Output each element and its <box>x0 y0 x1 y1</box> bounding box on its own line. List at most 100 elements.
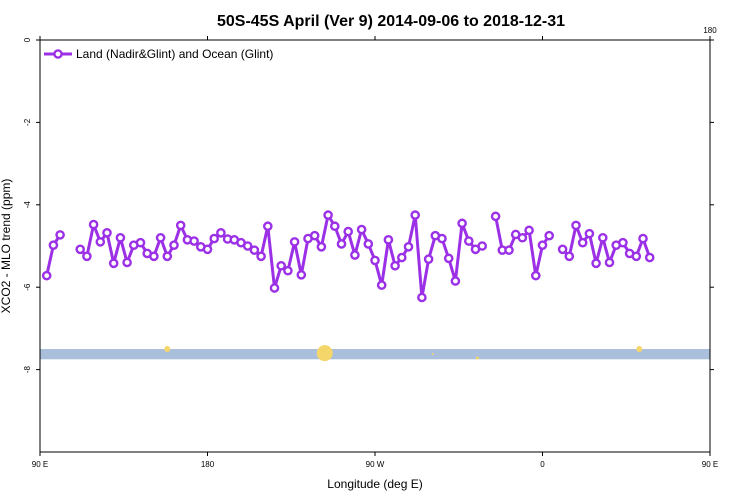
data-point <box>443 253 454 264</box>
data-point <box>477 241 488 251</box>
data-point <box>490 211 501 222</box>
legend: Land (Nadir&Glint) and Ocean (Glint) <box>44 47 273 61</box>
data-point <box>631 251 642 262</box>
data-point <box>410 210 421 220</box>
data-point <box>323 210 333 220</box>
data-point <box>504 245 514 255</box>
band-marker <box>636 346 643 352</box>
data-point <box>88 219 99 230</box>
data-point <box>216 228 226 238</box>
x-tick-label: 180 <box>201 460 215 469</box>
y-axis-label: XCO2 - MLO trend (ppm) <box>0 179 13 314</box>
band-marker <box>316 345 333 362</box>
data-point <box>383 235 394 245</box>
data-point <box>571 220 581 231</box>
data-point <box>644 252 655 263</box>
band-marker <box>475 356 479 360</box>
data-point <box>122 257 132 268</box>
data-point <box>557 244 568 255</box>
band-marker <box>431 352 434 355</box>
y-tick-label: -6 <box>23 283 32 291</box>
data-point <box>396 252 407 263</box>
coverage-band <box>40 349 710 360</box>
data-point <box>457 218 467 229</box>
data-point <box>262 221 273 232</box>
y-tick-label: -2 <box>23 118 32 126</box>
x-tick-label: 0 <box>540 460 545 469</box>
plot-area <box>40 210 710 362</box>
y-tick-label: -4 <box>23 201 32 209</box>
data-point <box>249 245 260 255</box>
data-point <box>417 292 427 303</box>
data-point <box>343 226 354 237</box>
data-point <box>209 233 219 244</box>
data-point <box>598 232 608 243</box>
data-point <box>390 260 400 271</box>
data-point <box>363 239 374 249</box>
data-point <box>531 270 541 281</box>
x-axis: 90 E 180 90 W 0 90 E 180 <box>32 26 718 469</box>
data-point <box>175 220 186 231</box>
data-point <box>155 232 166 243</box>
data-point <box>269 283 280 293</box>
data-point <box>356 224 367 235</box>
y-tick-label: -8 <box>23 365 32 373</box>
data-point <box>524 225 534 236</box>
data-point <box>537 240 548 250</box>
x-tick-label: 90 E <box>32 460 48 469</box>
data-point <box>169 240 179 250</box>
data-point <box>350 250 360 260</box>
band-marker <box>164 346 171 352</box>
data-point <box>289 237 300 247</box>
data-point <box>48 240 59 250</box>
x-tick-label: 90 E <box>702 460 718 469</box>
data-point <box>256 251 266 262</box>
data-point <box>55 230 65 240</box>
data-point <box>135 237 146 248</box>
y-tick-label: 0 <box>23 37 32 42</box>
data-point <box>336 239 347 249</box>
legend-label: Land (Nadir&Glint) and Ocean (Glint) <box>76 47 273 61</box>
x-tick-label: 90 W <box>366 460 385 469</box>
data-point <box>463 236 474 246</box>
data-point <box>329 221 340 232</box>
data-point <box>423 254 434 264</box>
data-point <box>604 257 615 268</box>
data-point <box>82 251 92 262</box>
y-axis: 0 -2 -4 -6 -8 <box>23 37 714 373</box>
data-point <box>577 237 588 248</box>
x-axis-label: Longitude (deg E) <box>327 477 422 491</box>
data-point <box>316 242 327 252</box>
data-point <box>618 237 628 248</box>
data-point <box>41 270 52 281</box>
data-point <box>544 230 555 241</box>
data-point <box>115 232 126 243</box>
data-point <box>189 236 199 246</box>
data-point <box>591 258 601 269</box>
chart-title: 50S-45S April (Ver 9) 2014-09-06 to 2018… <box>217 13 565 30</box>
data-point <box>376 280 387 290</box>
data-point <box>638 233 648 244</box>
data-point <box>584 228 595 239</box>
data-point <box>108 258 119 269</box>
data-point <box>95 237 106 247</box>
data-point <box>162 251 173 262</box>
data-point <box>75 244 85 255</box>
data-point <box>450 276 461 286</box>
data-point <box>564 251 575 262</box>
x-tick-label-top: 180 <box>703 26 717 35</box>
legend-swatch-point <box>53 49 63 59</box>
data-point <box>309 230 320 241</box>
data-point <box>276 260 287 271</box>
series-line <box>79 213 483 299</box>
data-point <box>149 251 159 262</box>
data-point <box>517 232 528 243</box>
data-point <box>202 244 213 255</box>
data-point <box>296 270 307 280</box>
data-point <box>370 255 380 266</box>
data-point <box>102 228 112 238</box>
data-point <box>403 242 414 252</box>
data-point <box>283 265 293 276</box>
data-point <box>437 233 447 244</box>
